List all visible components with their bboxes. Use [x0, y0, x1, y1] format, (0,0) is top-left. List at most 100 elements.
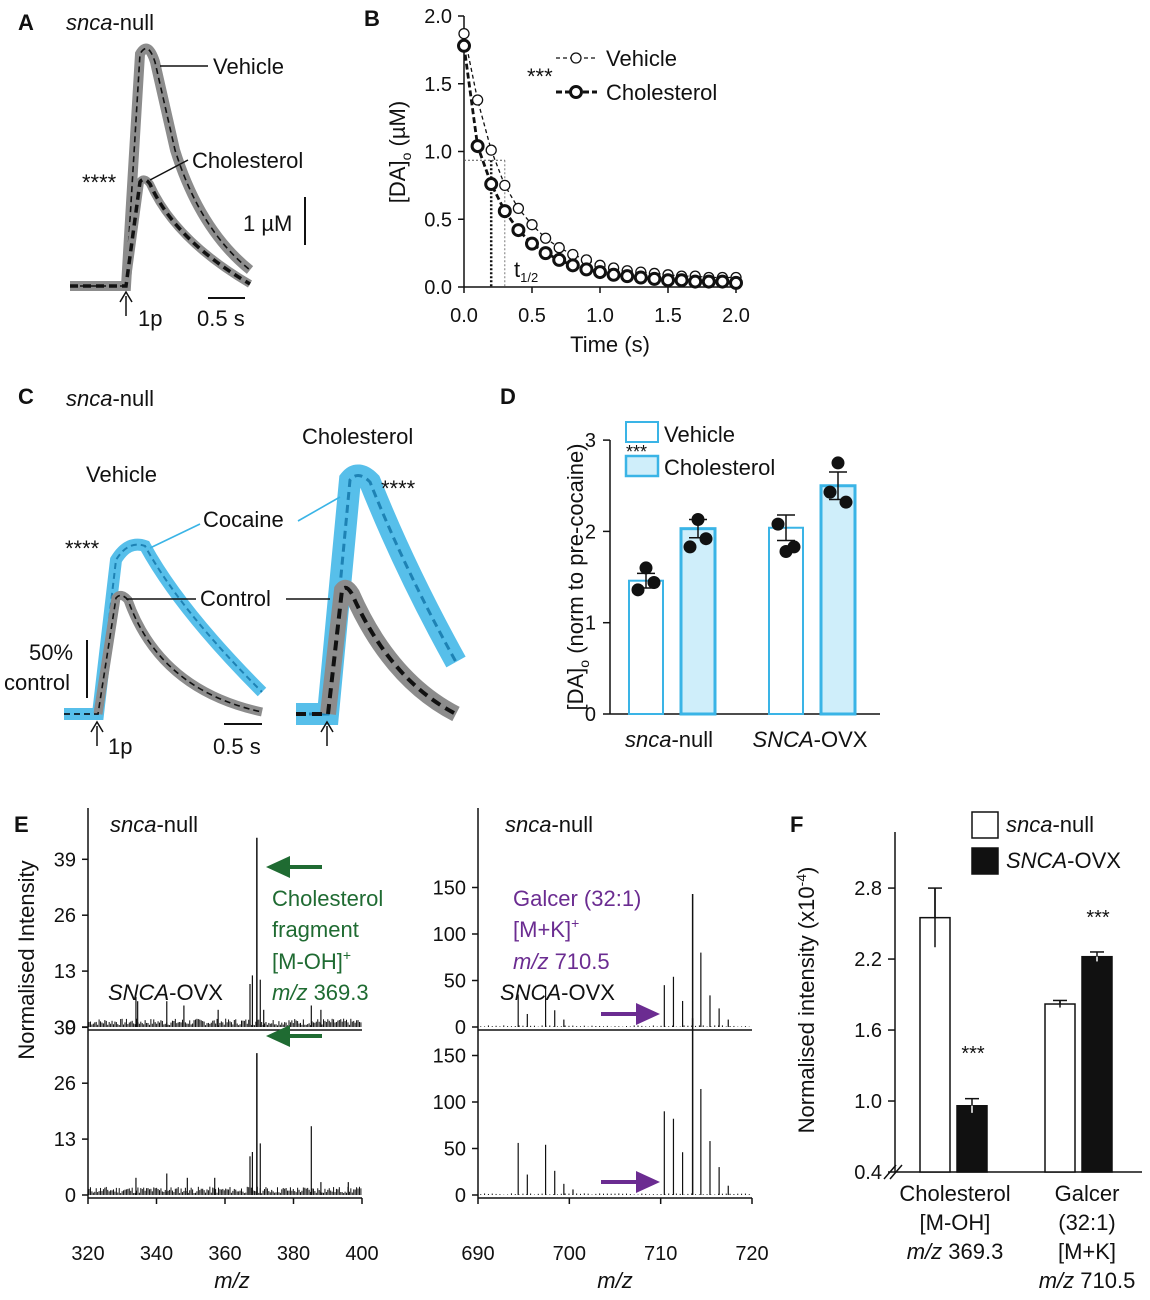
panel-e-right-y-tick-label: 0: [455, 1017, 466, 1039]
panel-e-left-x-tick-label: 380: [277, 1243, 310, 1265]
panel-b-point-cholesterol: [511, 223, 526, 238]
panel-e-right-y-tick-label: 100: [433, 1092, 466, 1114]
panel-d-legend-cholesterol-label: Cholesterol: [664, 455, 775, 480]
panel-f-y-tick-label: 2.2: [854, 949, 882, 971]
panel-c-vehicle-title: Vehicle: [86, 462, 157, 487]
panel-e-galcer-arrowhead-bottom: [636, 1171, 660, 1193]
panel-e-right-y-tick-label: 150: [433, 878, 466, 900]
panel-e-right-x-tick-label: 710: [644, 1243, 677, 1265]
panel-d-y-label-sub: o: [576, 660, 592, 668]
panel-e-right-top-title: snca-null: [505, 812, 593, 837]
panel-e-left-bottom-title: SNCA-OVX: [108, 980, 223, 1005]
panel-e-right-bottom-spectrum: [480, 1018, 750, 1195]
panel-d-y-label: [DA]o (norm to pre-cocaine): [563, 443, 592, 710]
panel-a-genotype-suffix: -null: [112, 10, 154, 35]
panel-b-point-vehicle: [471, 94, 484, 106]
panel-c-control-label: Control: [200, 586, 271, 611]
panel-e-chol-ann-4: m/z 369.3: [272, 980, 369, 1005]
panel-d-category-2-suffix: -OVX: [814, 727, 868, 752]
panel-e-galcer-ann-3: m/z 710.5: [513, 949, 610, 974]
panel-d-category-1: snca-null: [625, 727, 713, 752]
panel-b-y-label-main: [DA]: [385, 160, 410, 203]
panel-b-y-tick-label: 2.0: [424, 6, 452, 28]
panel-b-x-label: Time (s): [570, 332, 650, 357]
panel-e-right-x-label: m/z: [597, 1268, 632, 1293]
panel-d-category-1-italic: snca: [625, 727, 671, 752]
panel-a: A snca-null Vehicle Cholesterol **** 1 µ…: [18, 10, 306, 331]
panel-f-cat2-mz-italic: m/z: [1039, 1268, 1074, 1293]
panel-f-legend-2-suffix: -OVX: [1067, 848, 1121, 873]
panel-f-bar: [956, 1105, 988, 1173]
panel-f-legend-1-italic: snca: [1006, 812, 1052, 837]
panel-b-y-tick-label: 1.5: [424, 74, 452, 96]
panel-b-point-cholesterol: [470, 139, 485, 154]
panel-b-point-cholesterol: [661, 273, 675, 288]
panel-d-letter: D: [500, 384, 516, 409]
panel-c: C snca-null Vehicle Cholesterol **** ***…: [4, 384, 466, 759]
panel-b-point-vehicle: [512, 202, 525, 215]
panel-b-point-cholesterol: [484, 177, 499, 192]
panel-e-left-top-spectrum: [88, 837, 362, 1027]
panel-f-bar: [919, 916, 951, 1173]
panel-b-point-vehicle: [539, 232, 552, 244]
panel-b-stars: ***: [527, 64, 553, 89]
panel-c-stim-label: 1p: [108, 734, 132, 759]
panel-f-legend-2-italic: SNCA: [1006, 848, 1067, 873]
panel-a-cholesterol-trace: [70, 177, 251, 288]
panel-d-y-tick-label: 2: [585, 521, 596, 543]
panel-f-y-tick-label: 2.8: [854, 878, 882, 900]
panel-d-category-2: SNCA-OVX: [753, 727, 868, 752]
panel-f-legend-snca-null-swatch: [971, 811, 999, 839]
panel-e-left-y-tick-label: 13: [54, 961, 76, 983]
panel-d-data-point: [823, 485, 837, 499]
panel-b-point-vehicle: [526, 219, 538, 231]
panel-b-t-half: t1/2: [514, 257, 538, 285]
panel-e-left-bottom-title-italic: SNCA: [108, 980, 169, 1005]
panel-f-bars: [919, 887, 1113, 1173]
panel-a-stim-arrowhead: [119, 290, 133, 303]
panel-b-point-vehicle: [553, 242, 565, 254]
panel-b-y-tick-label: 1.0: [424, 142, 452, 164]
panel-c-title: snca-null: [66, 386, 154, 411]
panel-e-galcer-mz: 710.5: [548, 949, 609, 974]
panel-e-right-y-tick-label: 0: [455, 1185, 466, 1207]
panel-b-point-vehicle: [499, 179, 511, 192]
panel-c-cholesterol-control-trace: [296, 585, 457, 716]
panel-e-letter: E: [14, 812, 29, 837]
panel-e-right-top-title-italic: snca: [505, 812, 551, 837]
panel-e-chol-mz-italic: m/z: [272, 980, 307, 1005]
panel-b-point-cholesterol: [715, 274, 730, 289]
panel-f-legend-snca-ovx-swatch: [971, 847, 999, 875]
panel-c-genotype-suffix: -null: [112, 386, 154, 411]
panel-d-stars: ***: [626, 442, 647, 462]
panel-e-galcer-ann-1: Galcer (32:1): [513, 886, 641, 911]
panel-b-point-cholesterol: [688, 274, 703, 289]
panel-e-right-bottom-title-suffix: -OVX: [561, 980, 615, 1005]
panel-b-x-tick-label: 0.5: [518, 305, 546, 327]
panel-c-pct-label: 50%: [29, 640, 73, 665]
panel-d-data-point: [691, 513, 705, 527]
panel-b-point-cholesterol: [633, 270, 648, 285]
panel-d-data-point: [771, 517, 785, 531]
panel-e-chol-arrowhead-bottom: [266, 1025, 290, 1047]
panel-e-left-y-tick-label: 39: [54, 1017, 76, 1039]
panel-e-left-top-title-italic: snca: [110, 812, 156, 837]
panel-b-legend-vehicle-label: Vehicle: [606, 46, 677, 71]
panel-c-vehicle-control-trace: [64, 594, 263, 715]
panel-f: F 0.4 1.0 1.6 2.2 2.8 Normalised intensity (…: [790, 811, 1142, 1293]
panel-e-chol-mz: 369.3: [307, 980, 368, 1005]
panel-e-left-y-tick-label: 0: [65, 1185, 76, 1207]
panel-d-category-2-italic: SNCA: [753, 727, 814, 752]
panel-c-cocaine-leader-left: [149, 523, 201, 549]
panel-e-left-x-tick-label: 340: [140, 1243, 173, 1265]
panel-b-point-cholesterol: [674, 273, 689, 288]
panel-b-point-cholesterol: [538, 246, 553, 261]
panel-d-y-label-unit: (norm to pre-cocaine): [563, 443, 588, 659]
panel-d-data-point: [699, 532, 713, 546]
panel-c-letter: C: [18, 384, 34, 409]
panel-f-stars-galcer: ***: [1086, 907, 1110, 929]
panel-b-y-tick-label: 0.0: [424, 277, 452, 299]
panel-b-point-cholesterol: [647, 271, 662, 286]
panel-b-letter: B: [364, 6, 380, 31]
panel-f-cat1-line2: [M-OH]: [920, 1210, 991, 1235]
